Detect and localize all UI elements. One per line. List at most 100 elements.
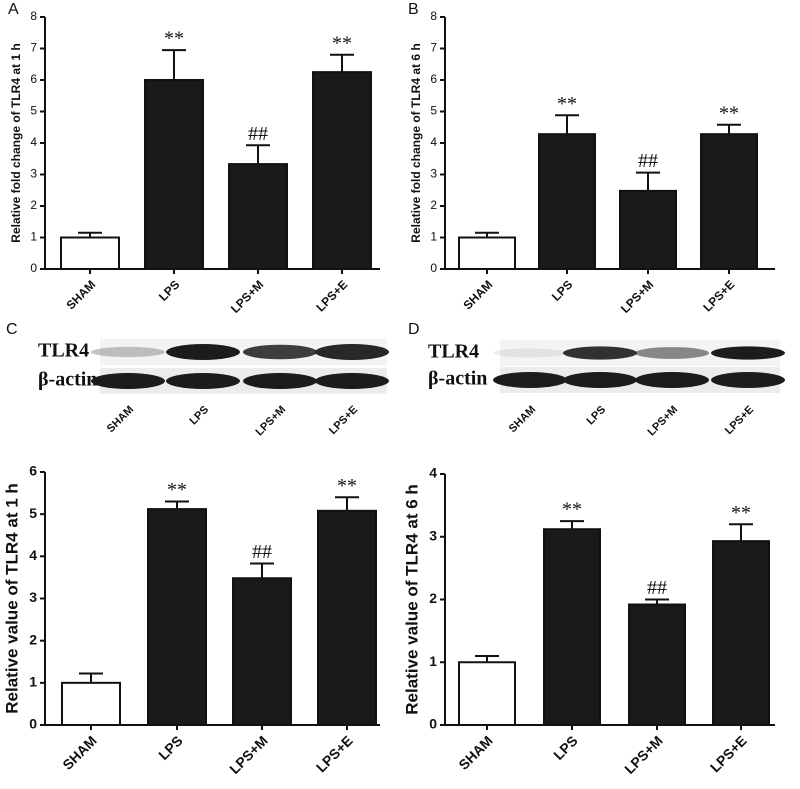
bar	[458, 661, 516, 726]
x-tick-label: SHAM	[59, 732, 99, 772]
bar	[232, 577, 292, 727]
blot-lane-label: LPS+M	[646, 404, 681, 439]
y-tick-label: 8	[30, 9, 37, 23]
y-tick-label: 3	[430, 167, 437, 181]
y-tick-label: 3	[30, 167, 37, 181]
y-tick-label: 2	[29, 631, 37, 647]
bar	[60, 236, 120, 270]
bar	[619, 189, 677, 271]
bar	[317, 509, 377, 726]
y-axis-title: Relative fold change of TLR4 at 1 h	[9, 43, 23, 242]
x-tick-label: LPS+M	[618, 277, 656, 315]
y-axis-title: Relative value of TLR4 at 6 h	[402, 484, 421, 715]
significance-label: **	[719, 102, 739, 124]
bar	[61, 681, 121, 726]
y-tick-label: 7	[30, 41, 37, 55]
bar	[312, 71, 372, 270]
bar	[543, 528, 601, 726]
panel-label: A	[8, 1, 19, 18]
blot-band	[166, 373, 240, 389]
x-tick-label: SHAM	[460, 277, 495, 312]
y-tick-label: 6	[29, 463, 37, 479]
blot-band	[711, 372, 785, 388]
x-tick-label: SHAM	[63, 277, 98, 312]
y-tick-label: 7	[430, 41, 437, 55]
y-tick-label: 5	[29, 505, 37, 521]
significance-label: ##	[248, 123, 268, 145]
significance-label: ##	[638, 150, 658, 172]
y-tick-label: 3	[429, 527, 437, 543]
blot-row-label: TLR4	[428, 341, 479, 363]
blot-band	[563, 372, 637, 388]
significance-label: **	[557, 93, 577, 115]
y-tick-label: 1	[429, 653, 437, 669]
y-tick-label: 0	[430, 261, 437, 275]
significance-label: ##	[647, 577, 667, 599]
y-tick-label: 2	[430, 198, 437, 212]
y-tick-label: 4	[29, 547, 37, 563]
x-tick-label: LPS+M	[226, 732, 271, 777]
blot-row-label: β-actin	[38, 369, 97, 391]
x-tick-label: LPS	[550, 732, 581, 763]
y-tick-label: 1	[29, 674, 37, 690]
significance-label: ##	[252, 541, 272, 563]
y-tick-label: 1	[30, 230, 37, 244]
blot-band	[493, 372, 567, 388]
y-tick-label: 4	[430, 135, 437, 149]
x-tick-label: LPS	[156, 277, 182, 303]
significance-label: **	[167, 479, 187, 501]
blot-band	[315, 373, 389, 389]
bar	[700, 133, 758, 270]
blot-band	[635, 372, 709, 388]
panel-label: D	[408, 321, 420, 338]
y-tick-label: 0	[429, 716, 437, 732]
x-tick-label: LPS+E	[313, 732, 356, 775]
y-axis-title: Relative fold change of TLR4 at 6 h	[409, 43, 423, 242]
x-tick-label: LPS+E	[313, 277, 350, 314]
x-tick-label: LPS+M	[621, 732, 666, 777]
blot-lane-label: LPS+E	[327, 404, 360, 437]
significance-label: **	[731, 502, 751, 524]
blot-band	[91, 346, 165, 358]
blot-lane-label: LPS	[188, 404, 212, 428]
blot-band	[563, 346, 637, 360]
blot-band	[711, 346, 785, 360]
panel-label: C	[6, 321, 18, 338]
bar	[712, 540, 770, 727]
blot-lane-label: SHAM	[507, 404, 538, 435]
y-tick-label: 8	[430, 9, 437, 23]
bar	[458, 236, 516, 270]
blot-band	[243, 373, 317, 389]
blot-lane-label: LPS+E	[723, 404, 756, 437]
y-tick-label: 6	[30, 72, 37, 86]
significance-label: **	[562, 499, 582, 521]
x-tick-label: LPS	[155, 732, 186, 763]
blot-band	[635, 347, 709, 359]
blot-band	[91, 373, 165, 389]
y-tick-label: 3	[29, 589, 37, 605]
blot-row-label: β-actin	[428, 368, 487, 390]
y-tick-label: 4	[429, 465, 437, 481]
bar	[628, 603, 686, 727]
y-tick-label: 2	[429, 590, 437, 606]
blot-band	[243, 344, 317, 360]
bar	[228, 163, 288, 270]
significance-label: **	[337, 475, 357, 497]
bar	[147, 508, 207, 726]
x-tick-label: SHAM	[455, 732, 495, 772]
x-tick-label: LPS	[549, 277, 575, 303]
blot-lane-label: LPS+M	[254, 404, 289, 439]
blot-band	[166, 344, 240, 360]
blot-band	[493, 348, 567, 358]
y-tick-label: 6	[430, 72, 437, 86]
bar	[144, 79, 204, 270]
y-axis-title: Relative value of TLR4 at 1 h	[2, 483, 21, 714]
blot-lane-label: LPS	[585, 404, 609, 428]
blot-band	[315, 344, 389, 360]
x-tick-label: LPS+E	[707, 732, 750, 775]
y-tick-label: 4	[30, 135, 37, 149]
blot-row-label: TLR4	[38, 340, 89, 362]
significance-label: **	[164, 28, 184, 50]
